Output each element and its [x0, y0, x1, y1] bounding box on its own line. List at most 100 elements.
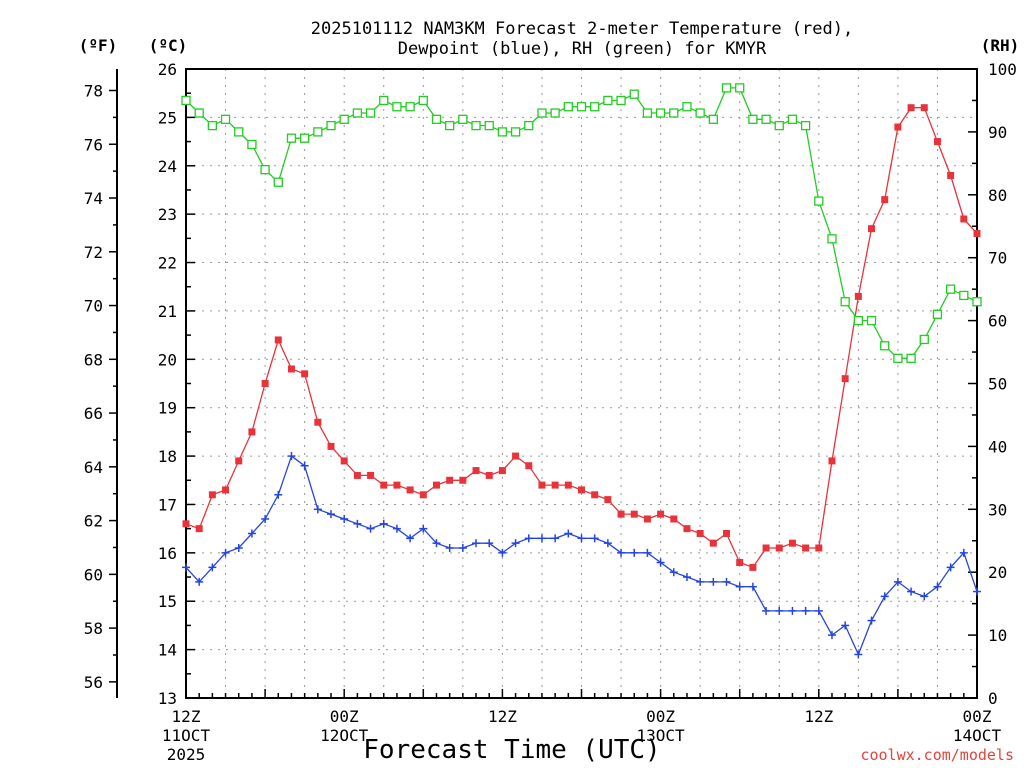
x-tick-label: 12Z [172, 707, 201, 726]
data-point-rh [735, 83, 745, 93]
data-point-temperature [538, 481, 546, 489]
data-point-temperature [195, 525, 203, 533]
data-series [181, 83, 982, 659]
data-point-dewpoint [735, 582, 744, 591]
data-point-dewpoint [748, 582, 757, 591]
data-point-dewpoint [959, 548, 968, 557]
data-point-dewpoint [656, 558, 665, 567]
data-point-dewpoint [498, 548, 507, 557]
data-point-temperature [933, 138, 941, 146]
celsius-tick-label: 23 [158, 205, 177, 224]
watermark-text: coolwx.com/models [860, 746, 1014, 764]
data-point-temperature [775, 544, 783, 552]
data-point-dewpoint [195, 577, 204, 586]
data-point-temperature [301, 370, 309, 378]
data-point-dewpoint [379, 519, 388, 528]
data-point-temperature [868, 225, 876, 233]
data-point-rh [761, 114, 771, 124]
chart-title-line-1: 2025101112 NAM3KM Forecast 2-meter Tempe… [311, 19, 853, 39]
data-point-rh [194, 108, 204, 118]
data-point-temperature [854, 292, 862, 300]
celsius-tick-label: 20 [158, 350, 177, 369]
data-point-rh [919, 334, 929, 345]
data-point-dewpoint [313, 505, 322, 514]
data-point-dewpoint [353, 519, 362, 528]
data-point-temperature [222, 486, 230, 494]
data-point-rh [458, 114, 468, 124]
data-point-dewpoint [445, 544, 454, 553]
data-point-dewpoint [801, 606, 810, 615]
x-tick-label: 00Z [330, 707, 359, 726]
celsius-tick-label: 25 [158, 108, 177, 127]
data-point-temperature [723, 529, 731, 537]
data-point-rh [484, 120, 494, 131]
data-point-temperature [525, 462, 533, 470]
data-point-dewpoint [366, 524, 375, 533]
data-point-dewpoint [221, 548, 230, 557]
data-point-dewpoint [617, 548, 626, 557]
data-point-rh [181, 95, 191, 106]
data-point-dewpoint [511, 539, 520, 548]
data-point-rh [682, 102, 692, 112]
chart-title-line-2: Dewpoint (blue), RH (green) for KMYR [398, 39, 767, 59]
data-point-dewpoint [814, 606, 823, 615]
data-point-temperature [314, 418, 322, 426]
data-point-dewpoint [696, 577, 705, 586]
data-point-dewpoint [590, 534, 599, 543]
grid-lines [186, 69, 977, 698]
data-point-dewpoint [577, 534, 586, 543]
data-point-dewpoint [880, 592, 889, 601]
rh-tick-label: 0 [988, 689, 998, 708]
data-point-dewpoint [340, 514, 349, 523]
fahrenheit-tick-label: 64 [84, 458, 103, 477]
data-point-rh [800, 120, 811, 131]
data-point-temperature [274, 336, 282, 344]
data-point-dewpoint [327, 510, 336, 519]
data-point-dewpoint [419, 524, 428, 533]
x-tick-label: 14OCT [953, 726, 1002, 745]
data-point-rh [365, 108, 376, 118]
data-point-temperature [815, 544, 823, 552]
data-point-dewpoint [669, 568, 678, 577]
series-dewpoint [182, 452, 981, 659]
data-point-rh [220, 114, 231, 124]
celsius-tick-label: 14 [158, 641, 177, 660]
data-point-rh [379, 95, 389, 106]
data-point-dewpoint [788, 606, 797, 615]
data-point-dewpoint [682, 573, 691, 582]
data-point-temperature [736, 559, 744, 567]
celsius-tick-label: 15 [158, 592, 177, 611]
data-point-rh [603, 95, 613, 106]
data-point-rh [669, 108, 679, 118]
data-point-rh [299, 133, 310, 143]
fahrenheit-tick-label: 70 [84, 297, 103, 316]
data-point-dewpoint [472, 539, 481, 548]
data-point-temperature [208, 491, 216, 499]
axes [109, 68, 978, 699]
data-point-dewpoint [946, 563, 955, 572]
data-point-rh [405, 102, 415, 112]
rh-tick-label: 50 [988, 375, 1007, 394]
data-point-dewpoint [630, 548, 639, 557]
data-point-rh [616, 95, 626, 106]
data-point-rh [339, 114, 349, 124]
data-point-temperature [564, 481, 572, 489]
data-point-temperature [670, 515, 678, 523]
fahrenheit-tick-label: 68 [84, 350, 103, 369]
data-point-dewpoint [287, 452, 296, 461]
data-point-rh [497, 127, 508, 137]
data-point-temperature [432, 481, 440, 489]
data-point-temperature [630, 510, 638, 518]
x-tick-label: 00Z [646, 707, 675, 726]
data-point-dewpoint [762, 606, 771, 615]
series-2-meter-temperature [182, 104, 981, 571]
data-point-temperature [459, 476, 467, 484]
data-point-temperature [578, 486, 585, 494]
data-point-dewpoint [234, 544, 243, 553]
data-point-temperature [485, 471, 493, 479]
data-point-rh [840, 297, 850, 307]
data-point-rh [893, 353, 903, 363]
data-point-temperature [788, 539, 796, 547]
fahrenheit-tick-label: 78 [84, 82, 103, 101]
data-point-dewpoint [392, 524, 401, 533]
